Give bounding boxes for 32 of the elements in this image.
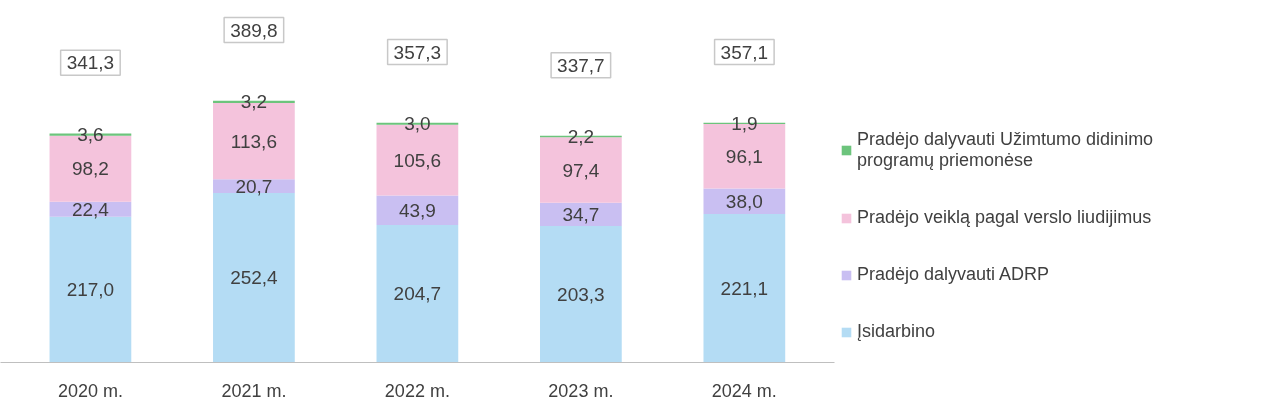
total-label: 341,3: [66, 52, 115, 74]
bar: [703, 214, 786, 363]
data-label: 96,1: [725, 145, 763, 167]
data-label: 113,6: [230, 130, 277, 152]
data-label: 43,9: [398, 199, 436, 221]
data-label: 98,2: [71, 158, 109, 180]
legend-label: Pradėjo dalyvauti ADRP: [857, 264, 1050, 285]
legend-label: Pradėjo veiklą pagal verslo liudijimus: [857, 207, 1152, 228]
x-tick-label: 2024 m.: [711, 380, 777, 401]
data-label: 20,7: [235, 175, 273, 197]
data-label: 105,6: [393, 149, 442, 171]
bar: [540, 226, 622, 363]
total-label: 337,7: [557, 54, 605, 76]
x-tick-label: 2023 m.: [548, 380, 614, 401]
data-label: 97,4: [562, 159, 600, 181]
legend-label: Pradėjo dalyvauti Užimtumo didinimo programų priemonėse: [857, 129, 1154, 171]
total-label: 389,8: [230, 19, 278, 41]
x-tick-label: 2022 m.: [384, 380, 450, 401]
data-label: 204,7: [393, 283, 442, 305]
total-label: 357,1: [720, 41, 769, 63]
x-tick-label: 2021 m.: [221, 380, 287, 401]
data-label: 221,1: [720, 277, 769, 299]
data-label: 34,7: [562, 203, 600, 225]
x-tick-label: 2020 m.: [57, 380, 123, 401]
data-label: 38,0: [725, 190, 763, 212]
total-label: 357,3: [393, 41, 442, 63]
data-label: 252,4: [230, 267, 279, 289]
legend-label: Įsidarbino: [857, 321, 936, 342]
bar: [376, 225, 459, 363]
data-label: 217,0: [66, 279, 115, 301]
data-label: 203,3: [557, 283, 605, 305]
data-label: 22,4: [71, 198, 110, 220]
